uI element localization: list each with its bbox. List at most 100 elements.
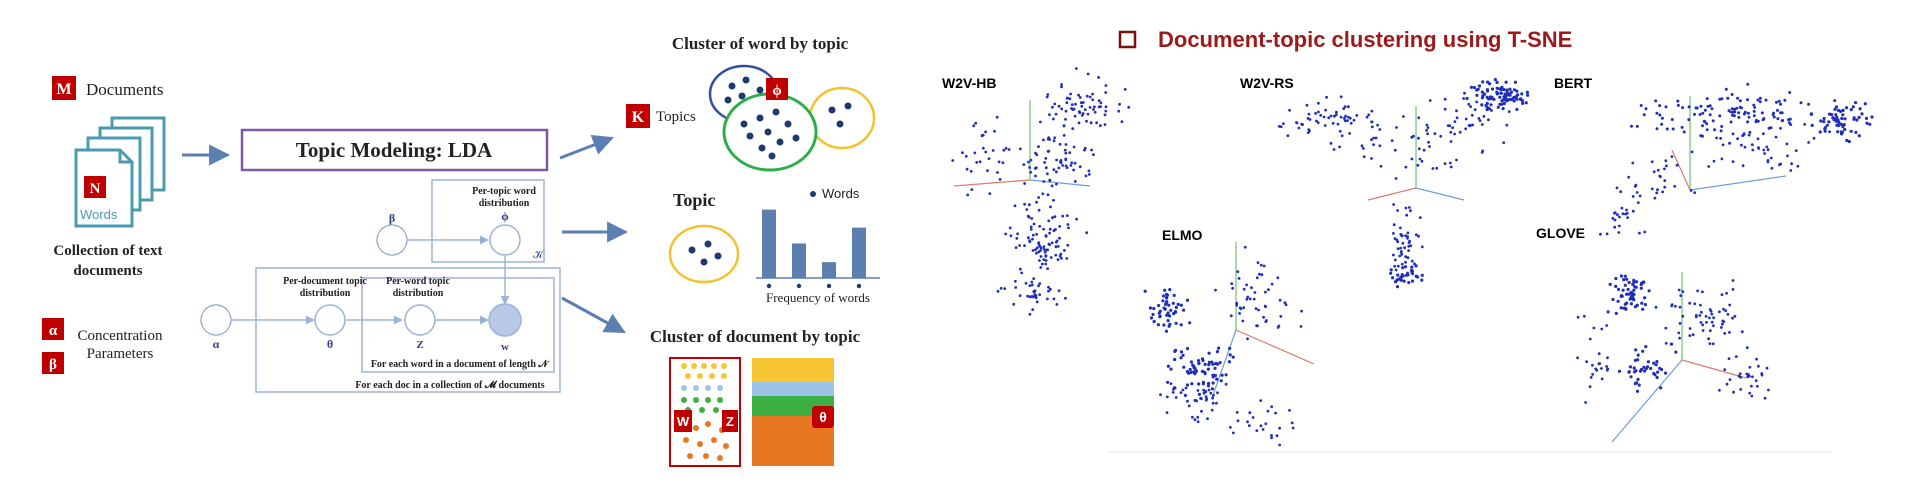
scatter-point xyxy=(1737,374,1741,378)
scatter-point xyxy=(1852,117,1856,121)
scatter-point xyxy=(1065,257,1069,260)
scatter-point xyxy=(1740,330,1744,334)
scatter-point xyxy=(1639,286,1643,290)
scatter-point xyxy=(1063,249,1066,252)
scatter-point xyxy=(1701,290,1704,294)
scatter-point xyxy=(1085,94,1089,98)
scatter-point xyxy=(1374,136,1378,140)
scatter-point xyxy=(1639,367,1644,372)
scatter-point xyxy=(1758,100,1762,104)
scatter-point xyxy=(1210,387,1214,391)
scatter-point xyxy=(1406,231,1410,235)
scatter-point xyxy=(1299,325,1303,328)
scatter-point xyxy=(1404,260,1407,264)
scatter-point xyxy=(1077,121,1081,125)
scatter-point xyxy=(1332,148,1336,151)
scatter-point xyxy=(1264,305,1267,309)
scatter-point xyxy=(1185,298,1190,302)
scatter-point xyxy=(1673,184,1677,188)
scatter-point xyxy=(1652,361,1656,365)
scatter-point xyxy=(1217,346,1221,350)
scatter-point xyxy=(1681,290,1685,293)
scatter-point xyxy=(978,160,982,164)
scatter-point xyxy=(1182,365,1186,369)
scatter-point xyxy=(1710,320,1714,324)
scatter-point xyxy=(1291,426,1295,430)
scatter-point xyxy=(1663,179,1667,183)
scatter-point xyxy=(1270,436,1273,440)
scatter-point xyxy=(1389,268,1393,272)
scatter-point xyxy=(1417,136,1420,140)
scatter-point xyxy=(1766,160,1770,164)
scatter-point xyxy=(1049,205,1052,209)
scatter-point xyxy=(1634,369,1638,373)
scatter-point xyxy=(1043,250,1047,254)
scatter-point xyxy=(1688,327,1692,330)
tsne-title-checkbox-icon xyxy=(1118,30,1137,49)
each-word-label: For each word in a document of length 𝒩 xyxy=(371,359,551,370)
scatter-point xyxy=(1181,388,1185,392)
scatter-point xyxy=(1400,252,1404,256)
scatter-point xyxy=(1870,115,1874,119)
scatter-point xyxy=(1654,99,1658,103)
scatter-point xyxy=(1393,258,1397,262)
scatter-point xyxy=(1495,86,1499,90)
scatter-point xyxy=(1331,121,1335,125)
cluster-word-title: Cluster of word by topic xyxy=(672,34,849,53)
scatter-point xyxy=(1656,370,1660,374)
scatter-point xyxy=(1023,244,1026,248)
scatter-point xyxy=(1823,129,1827,133)
scatter-point xyxy=(1789,169,1793,172)
scatter-point xyxy=(1283,301,1287,304)
scatter-point xyxy=(1477,84,1482,88)
scatter-point xyxy=(1262,264,1266,268)
scatter-point xyxy=(1306,131,1310,135)
scatter-point xyxy=(1637,383,1641,387)
scatter-point xyxy=(1152,306,1156,311)
scatter-point xyxy=(1488,95,1492,99)
scatter-point xyxy=(1190,382,1194,386)
scatter-point xyxy=(1649,366,1653,371)
scatter-point xyxy=(1658,113,1662,117)
scatter-point xyxy=(1189,360,1193,364)
scatter-point xyxy=(1335,110,1338,114)
scatter-point xyxy=(1426,126,1430,129)
scatter-point xyxy=(1211,401,1215,405)
scatter-point xyxy=(1606,310,1610,314)
topic-label: Topic xyxy=(673,190,715,210)
z-symbol: Z xyxy=(416,339,423,351)
scatter-point xyxy=(1492,97,1496,101)
scatter-point xyxy=(1030,217,1034,220)
scatter-point xyxy=(1414,233,1418,237)
scatter-point xyxy=(1699,104,1703,108)
scatter-point xyxy=(1472,85,1476,90)
scatter-point xyxy=(1855,118,1859,122)
scatter-point xyxy=(1728,331,1731,334)
scatter-point xyxy=(1694,315,1698,319)
scatter-point xyxy=(1199,396,1202,400)
scatter-point xyxy=(1166,319,1170,323)
scatter-point xyxy=(1169,367,1173,371)
scatter-point xyxy=(1179,356,1183,360)
scatter-point xyxy=(1029,228,1033,231)
scatter-point xyxy=(1084,174,1088,178)
scatter-point xyxy=(1315,119,1318,123)
scatter-point xyxy=(1785,142,1789,146)
per-word-label-2: distribution xyxy=(393,288,444,299)
scatter-point xyxy=(1054,112,1058,116)
scatter-point xyxy=(1123,88,1127,91)
scatter-point xyxy=(1037,145,1040,149)
frequency-word-dot xyxy=(826,283,832,289)
arrow-to-word-clusters xyxy=(559,134,614,160)
scatter-point xyxy=(1173,357,1177,362)
scatter-point xyxy=(1159,393,1162,397)
scatter-point xyxy=(1713,128,1717,132)
scatter-point xyxy=(1779,126,1782,130)
scatter-point xyxy=(1614,311,1618,315)
scatter-point xyxy=(1024,281,1028,285)
frequency-word-dot xyxy=(796,283,802,289)
scatter-point xyxy=(1305,103,1309,107)
scatter-point xyxy=(1664,326,1668,330)
scatter-point xyxy=(1403,246,1407,250)
scatter-point xyxy=(1730,107,1734,111)
